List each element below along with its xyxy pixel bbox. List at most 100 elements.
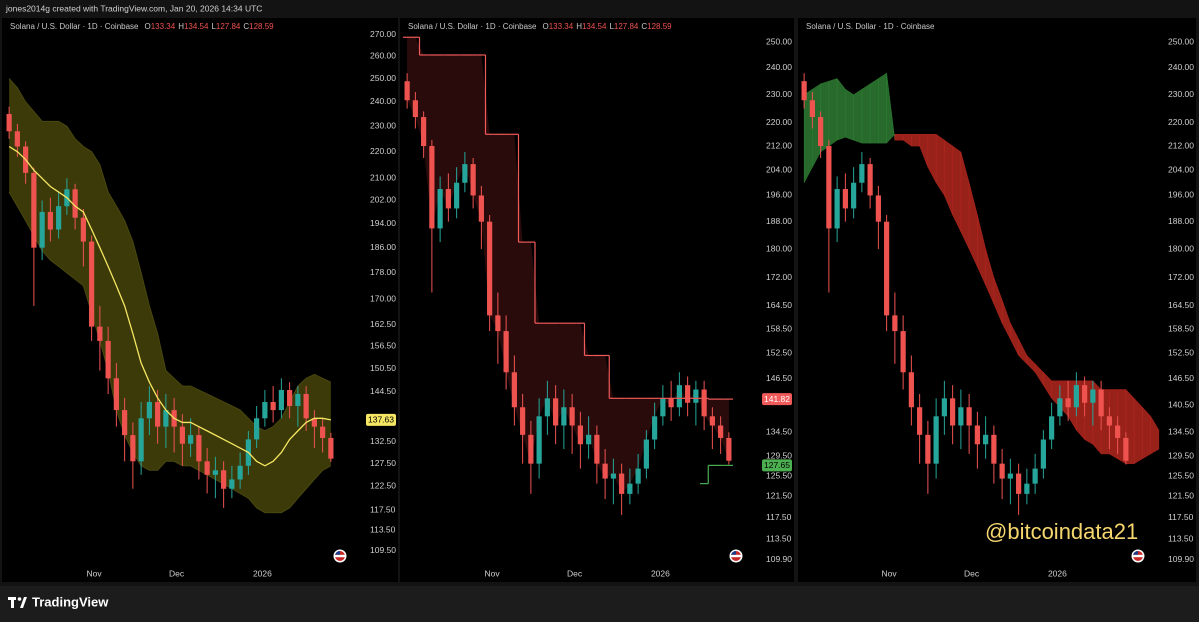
- candle-body: [1057, 398, 1063, 417]
- cloud-segment: [1133, 397, 1143, 465]
- y-tick-label: 172.00: [1168, 272, 1194, 282]
- candle-body: [966, 407, 972, 426]
- y-tick-label: 194.00: [370, 218, 396, 228]
- candle-body: [1073, 385, 1079, 408]
- band-upper: [8, 78, 332, 432]
- candle-body: [818, 117, 824, 147]
- y-tick-label: 162.50: [370, 319, 396, 329]
- candle-body: [89, 241, 95, 327]
- candle-body: [155, 401, 161, 427]
- y-tick-label: 202.00: [370, 195, 396, 205]
- candle-body: [809, 100, 815, 118]
- y-tick-label: 170.00: [370, 293, 396, 303]
- band-fill: [9, 78, 331, 513]
- price-label: 141.82: [764, 394, 790, 404]
- cloud-segment: [861, 83, 871, 144]
- candle-body: [999, 463, 1005, 479]
- y-tick-label: 134.50: [766, 427, 792, 437]
- candle-body: [693, 389, 699, 403]
- x-tick-label: Nov: [485, 568, 501, 578]
- x-tick-label: Dec: [964, 568, 980, 578]
- candle-body: [610, 473, 616, 479]
- ohlc-key: H: [576, 22, 582, 31]
- ohlc-value: 128.59: [647, 22, 672, 31]
- candle-body: [726, 437, 732, 461]
- cloud-segment: [1142, 406, 1151, 460]
- y-tick-label: 188.00: [1168, 216, 1194, 226]
- candle-body: [1040, 439, 1046, 469]
- y-tick-label: 212.00: [1168, 140, 1194, 150]
- y-tick-label: 113.50: [766, 534, 792, 544]
- candle-body: [511, 372, 517, 408]
- candle-body: [56, 206, 62, 230]
- y-tick-label: 113.50: [370, 524, 396, 534]
- cloud-segment: [836, 77, 846, 141]
- candle-body: [553, 398, 559, 426]
- candle-body: [212, 470, 218, 475]
- ohlc-value: 134.54: [582, 22, 607, 31]
- candle-body: [950, 398, 956, 426]
- price-label: 137.63: [368, 415, 394, 425]
- candle-body: [851, 182, 857, 209]
- candle-body: [487, 221, 493, 316]
- chart-panel: 250.00 240.00 230.00 220.00 212.00 204.00 196.…: [400, 18, 794, 582]
- candle-body: [105, 340, 111, 379]
- legend: Solana / U.S. Dollar · 1D · Coinbase O133…: [10, 22, 274, 31]
- y-tick-label: 113.50: [1168, 534, 1194, 544]
- cloud-segment: [828, 78, 838, 147]
- flag-icon-band: [731, 554, 741, 558]
- ohlc-value: 133.34: [151, 22, 176, 31]
- y-tick-label: 152.50: [766, 348, 792, 358]
- price-label-box: [762, 393, 792, 406]
- legend: Solana / U.S. Dollar · 1D · Coinbase: [806, 22, 935, 31]
- y-tick-label: 152.50: [1168, 348, 1194, 358]
- cloud-segment: [911, 134, 920, 147]
- candle-body: [445, 189, 451, 209]
- candle-body: [577, 425, 583, 445]
- y-tick-label: 180.00: [1168, 243, 1194, 253]
- legend-symbol: Solana / U.S. Dollar · 1D · Coinbase: [806, 22, 935, 31]
- candle-body: [1115, 425, 1121, 438]
- band-middle: [8, 145, 331, 467]
- candle-body: [421, 117, 427, 147]
- candle-body: [834, 189, 840, 229]
- candle-body: [528, 434, 534, 464]
- candle-body: [974, 425, 980, 445]
- candle-body: [31, 172, 37, 248]
- header: jones2014g created with TradingView.com,…: [5, 3, 262, 13]
- y-tick-label: 186.00: [370, 242, 396, 252]
- ohlc-value: 134.54: [184, 22, 209, 31]
- candle-body: [884, 221, 890, 316]
- ohlc-value: 127.84: [216, 22, 241, 31]
- candle-body: [991, 434, 997, 464]
- y-tick-label: 250.00: [766, 37, 792, 47]
- cloud-segment: [845, 88, 854, 141]
- flag-icon-band: [335, 554, 345, 558]
- y-tick-label: 240.00: [766, 62, 792, 72]
- candle-body: [237, 465, 243, 480]
- flag-icon-canton: [335, 550, 340, 555]
- y-tick-label: 117.50: [1168, 512, 1194, 522]
- y-tick-label: 140.50: [1168, 399, 1194, 409]
- candle-body: [146, 401, 152, 419]
- candle-body: [221, 470, 227, 489]
- y-tick-label: 250.00: [1168, 37, 1194, 47]
- ohlc-key: O: [145, 22, 151, 31]
- ohlc-key: L: [609, 22, 614, 31]
- candle-body: [925, 434, 931, 464]
- candle-body: [1106, 416, 1112, 426]
- candle-body: [718, 425, 724, 438]
- candle-body: [701, 389, 707, 417]
- candle-body: [594, 434, 600, 464]
- ohlc-key: L: [211, 22, 216, 31]
- y-tick-label: 132.50: [370, 436, 396, 446]
- cloud-segment: [869, 78, 879, 144]
- brand: TradingView: [32, 594, 109, 609]
- candle-body: [72, 189, 78, 218]
- y-tick-label: 220.00: [766, 117, 792, 127]
- y-tick-label: 220.00: [370, 146, 396, 156]
- candle-body: [933, 416, 939, 464]
- candle-body: [196, 435, 202, 462]
- candle-body: [627, 483, 633, 494]
- y-tick-label: 164.50: [766, 300, 792, 310]
